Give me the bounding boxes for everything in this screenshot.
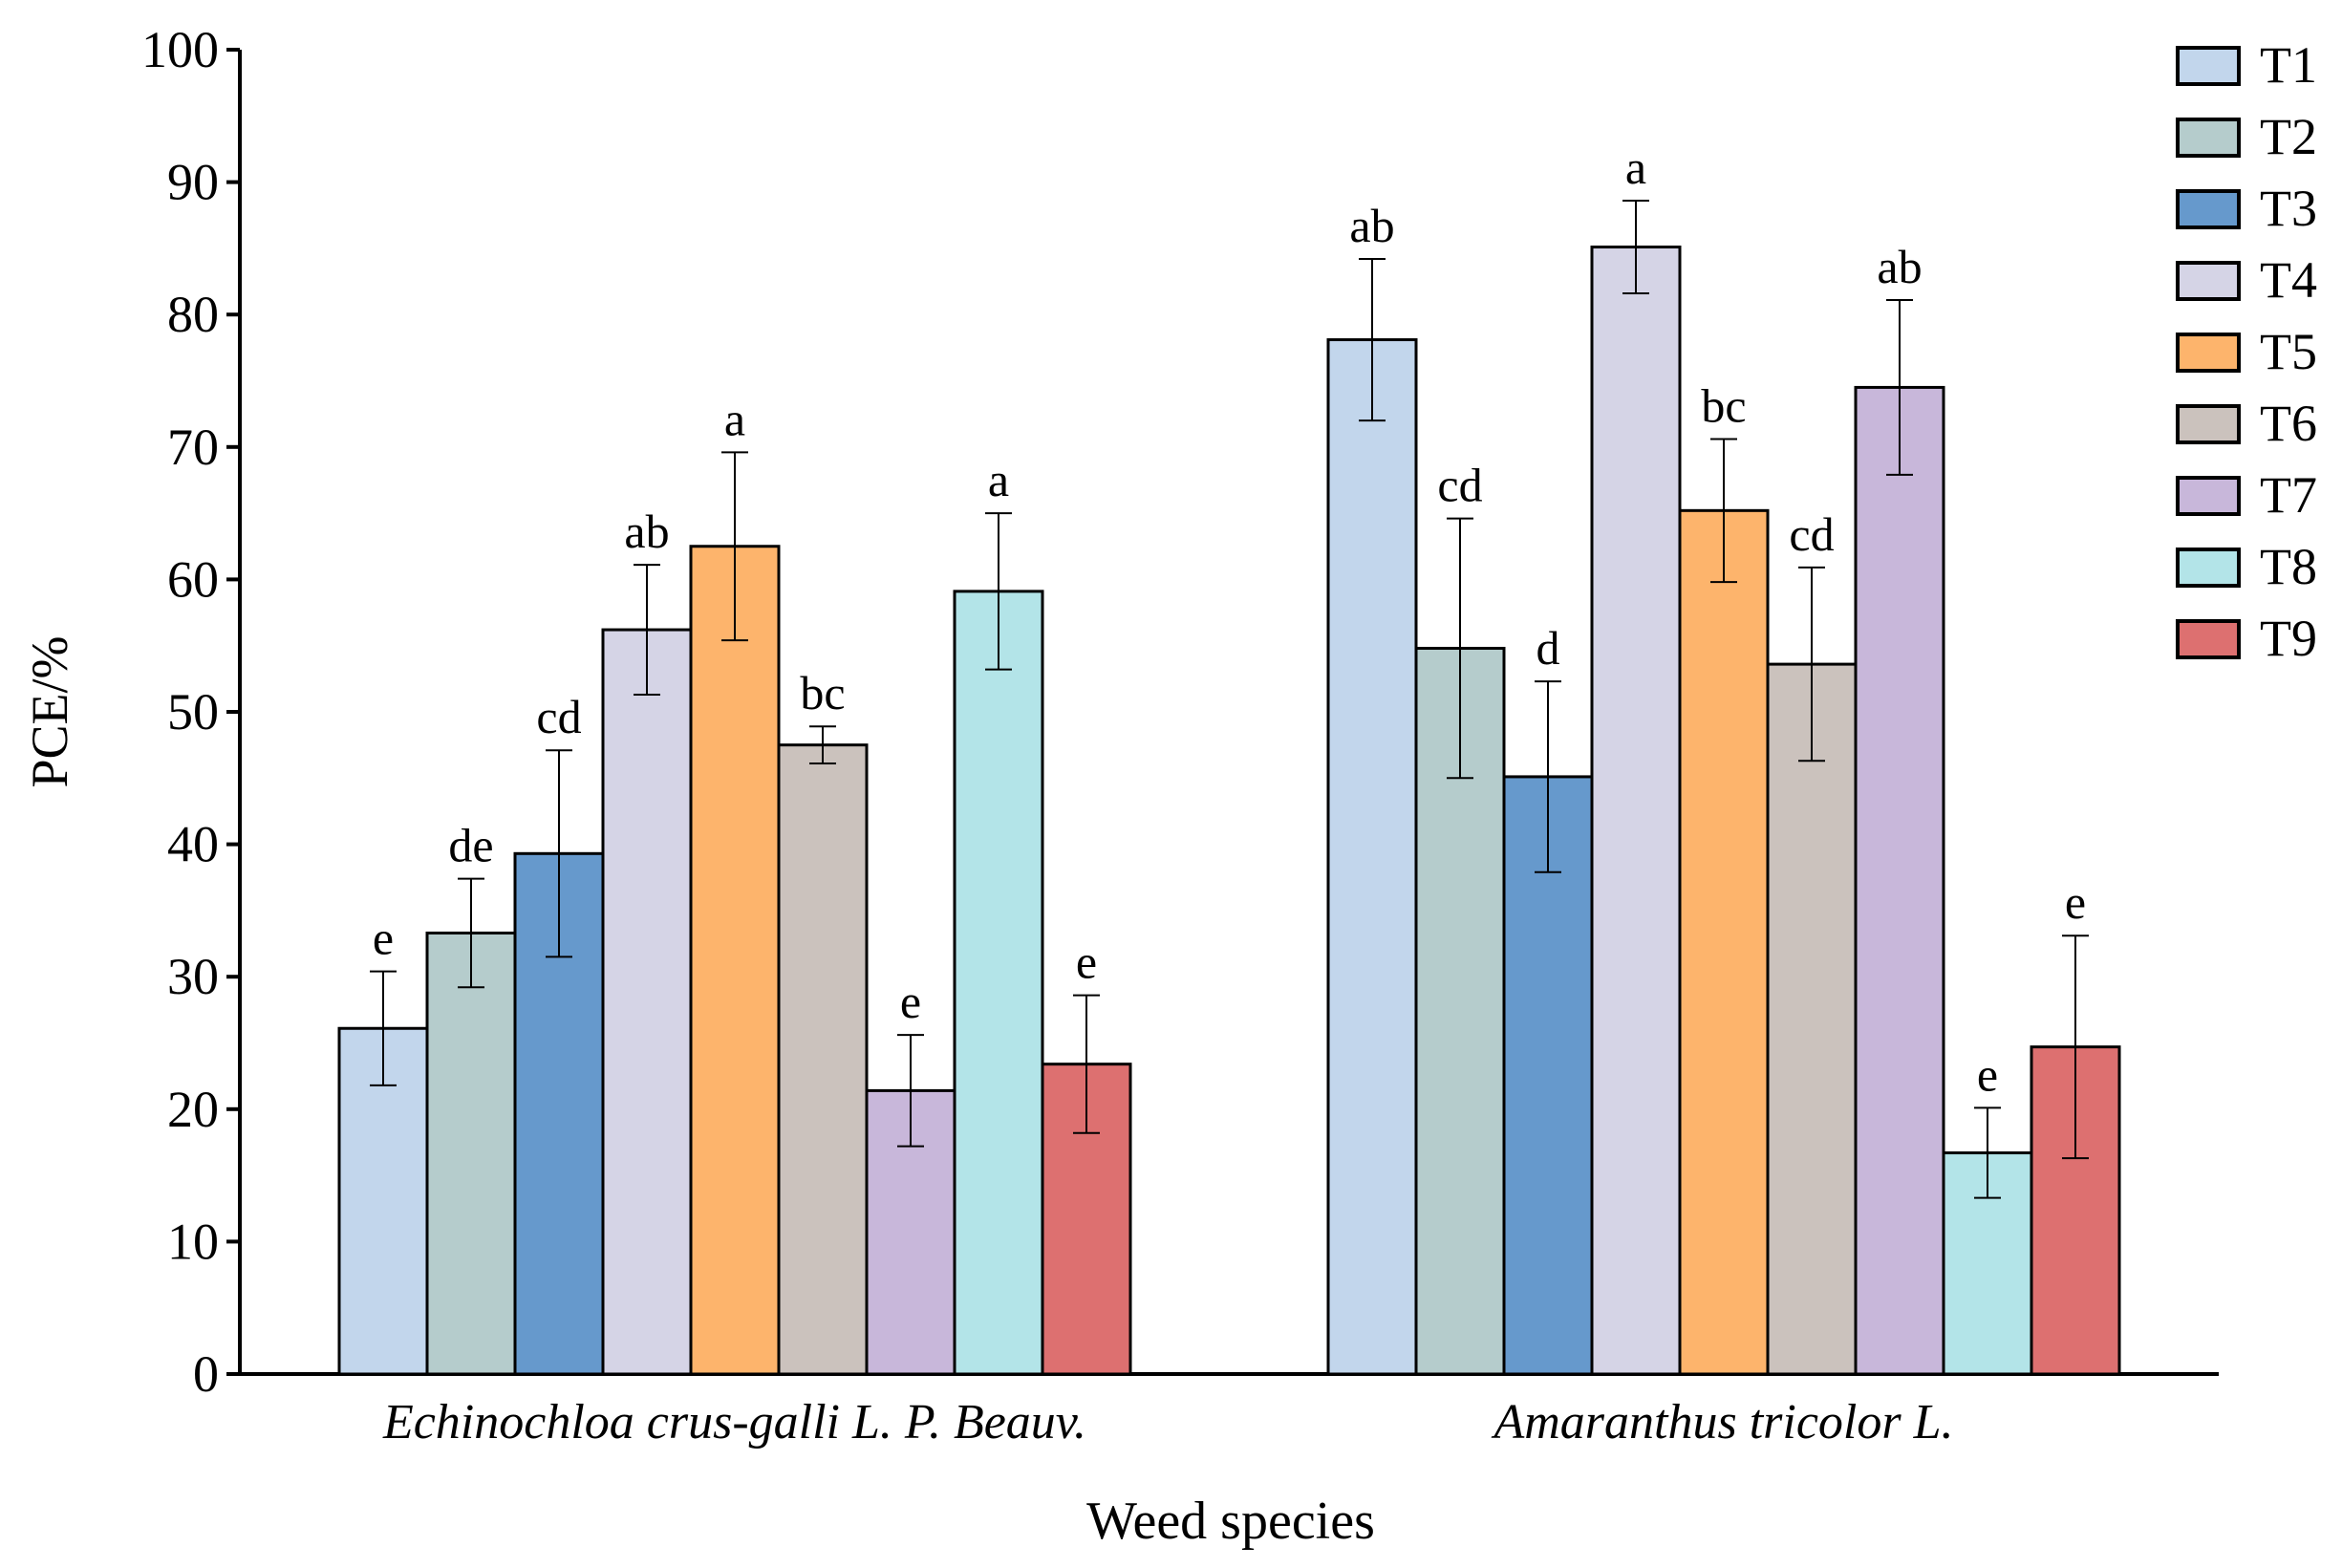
bar-T5: [1678, 508, 1770, 1376]
significance-label: a: [1625, 140, 1646, 194]
bar-T7: [1854, 385, 1945, 1376]
legend-swatch-T2: [2176, 118, 2241, 158]
y-tick-label: 70: [167, 419, 219, 476]
bar-T4: [1590, 246, 1682, 1376]
legend-label: T9: [2260, 610, 2317, 667]
significance-label: ab: [1877, 240, 1922, 293]
significance-label: d: [1536, 621, 1560, 675]
significance-label: cd: [536, 690, 581, 743]
legend-label: T3: [2260, 180, 2317, 237]
legend-swatch-T1: [2176, 46, 2241, 86]
legend-label: T7: [2260, 466, 2317, 524]
legend-label: T4: [2260, 251, 2317, 309]
legend-label: T1: [2260, 36, 2317, 94]
bar-T1: [1326, 338, 1418, 1376]
significance-label: e: [1977, 1047, 1998, 1101]
legend-swatch-T4: [2176, 261, 2241, 301]
y-tick-label: 80: [167, 286, 219, 343]
legend-label: T6: [2260, 395, 2317, 452]
bar-T6: [1766, 662, 1858, 1376]
y-axis-label: PCE/%: [21, 635, 78, 787]
significance-label: cd: [1437, 459, 1482, 512]
significance-label: bc: [800, 666, 845, 720]
legend-label: T8: [2260, 538, 2317, 595]
y-tick-label: 100: [141, 21, 219, 78]
legend-label: T2: [2260, 108, 2317, 165]
significance-label: a: [988, 453, 1009, 506]
legend-label: T5: [2260, 323, 2317, 380]
significance-label: bc: [1701, 378, 1746, 432]
significance-label: e: [373, 912, 394, 965]
significance-label: e: [1076, 935, 1097, 989]
axes: 0 10 20 30 40 50 60 70 80 90 100 Echinochloa crus-g…: [141, 21, 2219, 1450]
bar-T8: [953, 590, 1044, 1376]
legend-swatch-T5: [2176, 333, 2241, 373]
bar-T2: [425, 931, 517, 1376]
bar-T5: [689, 545, 781, 1376]
significance-label: de: [448, 819, 493, 872]
legend-swatch-T7: [2176, 476, 2241, 516]
significance-label: cd: [1789, 507, 1834, 561]
bars: e ab de cd cd d ab a a bc bc cd e ab a e e e: [337, 140, 2121, 1376]
bar-T6: [777, 743, 869, 1376]
x-axis-label: Weed species: [1086, 1492, 1375, 1551]
bar-T4: [601, 628, 693, 1376]
y-tick-label: 40: [167, 816, 219, 873]
x-tick-label: Amaranthus tricolor L.: [1491, 1395, 1953, 1450]
significance-label: ab: [1349, 199, 1394, 252]
legend-swatch-T9: [2176, 619, 2241, 659]
significance-label: e: [900, 975, 921, 1028]
y-tick-label: 20: [167, 1081, 219, 1138]
significance-label: ab: [624, 505, 669, 558]
y-tick-label: 0: [193, 1345, 219, 1403]
legend-swatch-T6: [2176, 404, 2241, 444]
legend: T1 T2 T3 T4 T5 T6 T7 T8 T9: [2176, 36, 2317, 667]
significance-label: a: [724, 392, 745, 445]
significance-label: e: [2065, 875, 2086, 929]
x-tick-label: Echinochloa crus-galli L. P. Beauv.: [382, 1395, 1086, 1450]
y-tick-label: 10: [167, 1213, 219, 1270]
y-tick-label: 60: [167, 550, 219, 608]
bar-T1: [337, 1026, 429, 1376]
legend-swatch-T3: [2176, 189, 2241, 229]
y-tick-label: 30: [167, 948, 219, 1005]
y-tick-label: 50: [167, 683, 219, 741]
y-tick-label: 90: [167, 154, 219, 211]
legend-swatch-T8: [2176, 548, 2241, 588]
